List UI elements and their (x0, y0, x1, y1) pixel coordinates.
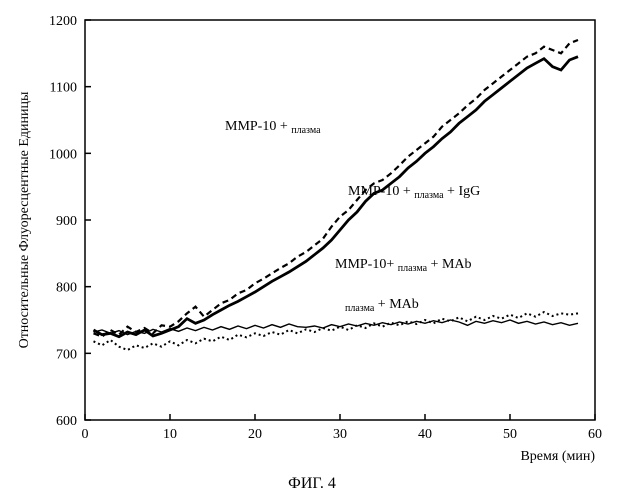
x-tick-label: 10 (163, 427, 177, 442)
x-axis-tick-labels: 0 10 20 30 40 50 60 (82, 427, 603, 442)
y-tick-label: 1000 (49, 147, 77, 162)
ann-plasma-mab: плазма + MAb (345, 297, 419, 314)
y-tick-label: 800 (56, 281, 77, 296)
ann-mmp10-plasma-mab: MMP-10+ плазма + MAb (335, 257, 472, 274)
fluorescence-chart: 0 10 20 30 40 50 60 600 700 800 900 1000 1100 1200 В… (0, 0, 624, 500)
y-axis-tick-labels: 600 700 800 900 1000 1100 1200 (49, 14, 77, 429)
x-axis-ticks (85, 414, 595, 420)
y-axis-title: Относительные Флуоресцентные Единицы (17, 91, 32, 348)
y-tick-label: 1200 (49, 14, 77, 29)
y-tick-label: 900 (56, 214, 77, 229)
y-axis-ticks (85, 20, 91, 420)
ann-mmp10-plasma: MMP-10 + плазма (225, 119, 321, 136)
x-axis-title: Время (мин) (520, 449, 595, 464)
y-tick-label: 700 (56, 347, 77, 362)
x-tick-label: 40 (418, 427, 432, 442)
x-tick-label: 30 (333, 427, 347, 442)
y-tick-label: 600 (56, 414, 77, 429)
ann-mmp10-plasma-igg: MMP-10 + плазма + IgG (348, 184, 480, 201)
x-tick-label: 0 (82, 427, 89, 442)
series-line (94, 57, 579, 337)
x-tick-label: 60 (588, 427, 602, 442)
x-tick-label: 20 (248, 427, 262, 442)
figure-caption: ФИГ. 4 (288, 475, 336, 492)
y-tick-label: 1100 (50, 81, 77, 96)
x-tick-label: 50 (503, 427, 517, 442)
plot-area-border (85, 20, 595, 420)
series-group (94, 40, 579, 350)
